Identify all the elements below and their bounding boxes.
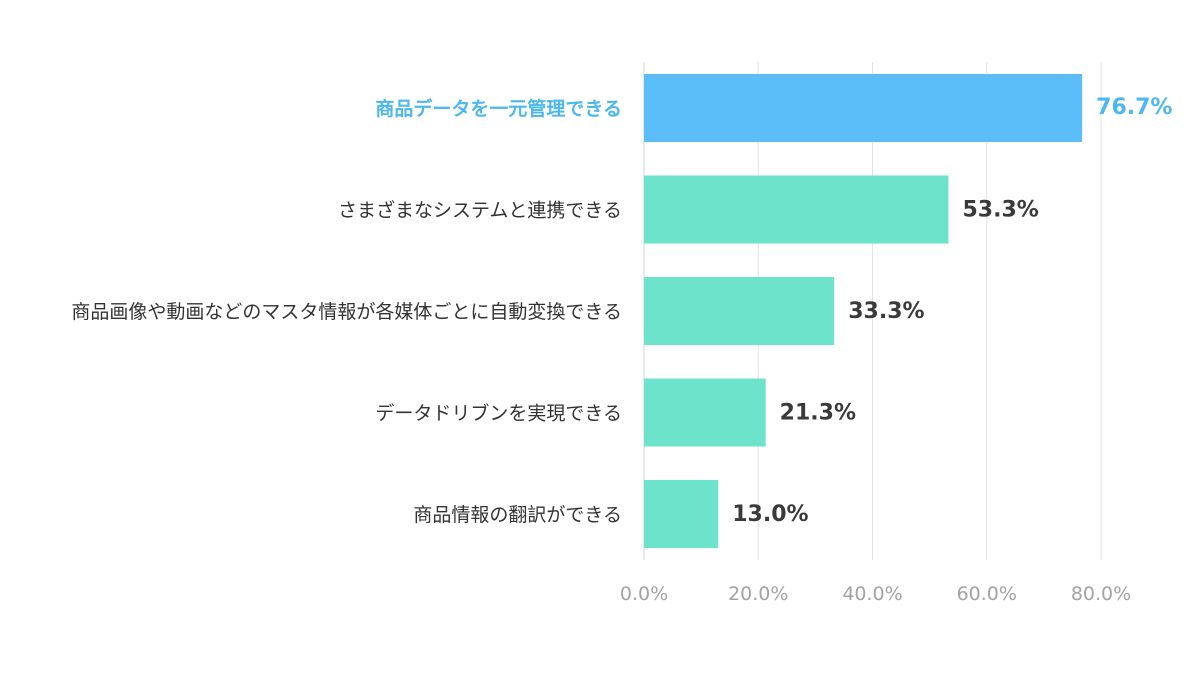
bar <box>644 378 766 447</box>
category-label: 商品データを一元管理できる <box>375 97 622 120</box>
category-label: 商品画像や動画などのマスタ情報が各媒体ごとに自動変換できる <box>71 301 622 323</box>
value-label: 76.7% <box>1096 95 1172 120</box>
x-tick-label: 0.0% <box>620 583 668 605</box>
x-tick-label: 60.0% <box>957 583 1017 605</box>
category-label: 商品情報の翻訳ができる <box>413 504 622 526</box>
bar <box>644 74 1083 142</box>
value-label: 33.3% <box>848 299 924 324</box>
x-tick-label: 80.0% <box>1071 583 1131 605</box>
x-tick-label: 40.0% <box>842 583 902 605</box>
bar <box>644 480 719 548</box>
value-label: 13.0% <box>732 502 808 527</box>
value-label: 21.3% <box>780 401 856 426</box>
category-label: さまざまなシステムと連携できる <box>338 199 622 222</box>
x-tick-label: 20.0% <box>728 583 788 605</box>
value-label: 53.3% <box>962 198 1038 223</box>
category-label: データドリブンを実現できる <box>375 402 622 425</box>
bar <box>644 175 949 244</box>
bar <box>644 277 835 345</box>
